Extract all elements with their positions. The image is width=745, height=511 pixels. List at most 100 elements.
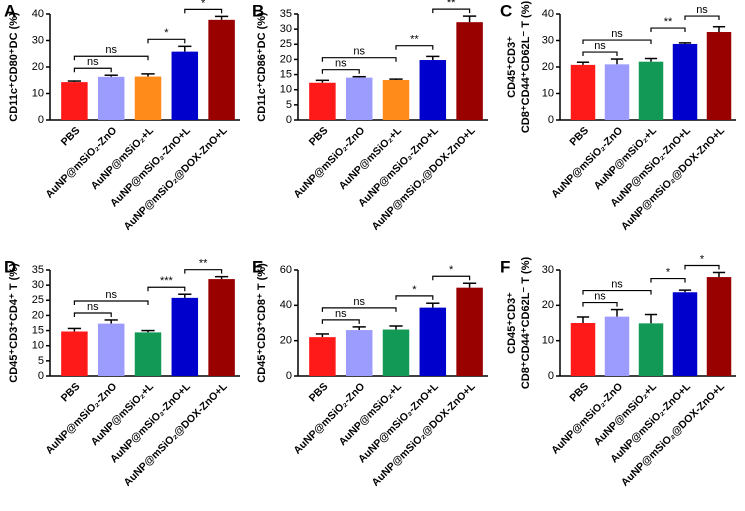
y-tick-label: 10 [32,340,44,352]
significance-label: ns [87,56,99,68]
bar [97,323,125,376]
y-axis-label: CD8⁺CD44⁺CD62L⁻ T (%) [520,256,532,389]
significance-bracket [650,277,686,283]
x-tick-label: AuNP@mSiO₂-ZnO [291,381,367,457]
y-tick-label: 35 [280,8,292,20]
bar [419,60,447,120]
x-tick-label: PBS [307,381,331,405]
y-tick-label: 0 [38,114,44,126]
x-tick-label: AuNP@mSiO₂-ZnO [43,125,119,201]
x-tick-label: PBS [567,125,591,149]
y-tick-label: 20 [32,309,44,321]
y-tick-label: 20 [32,61,44,73]
significance-label: ns [353,296,365,308]
significance-bracket [684,15,720,21]
significance-label: * [700,253,705,265]
bar [706,277,732,376]
bar [171,51,199,120]
bar [97,76,125,120]
bar [672,43,698,120]
y-tick-label: 30 [542,34,554,46]
y-tick-label: 20 [542,299,554,311]
y-axis-label: CD11c⁺CD86⁺DC (%) [256,12,268,122]
bar [706,32,732,120]
significance-bracket [395,45,434,50]
y-tick-label: 40 [542,8,554,20]
y-tick-label: 25 [280,38,292,50]
bar [672,292,698,376]
significance-bracket [395,295,434,300]
x-tick-label: AuNP@mSiO₂+L [592,124,660,192]
significance-label: ns [611,278,623,290]
significance-bracket [147,286,186,292]
significance-label: ns [696,4,708,16]
significance-bracket [432,8,471,14]
significance-bracket [321,69,360,74]
significance-bracket [321,319,360,324]
significance-label: ns [594,290,606,302]
significance-label: * [412,284,417,296]
x-tick-label: AuNP@mSiO₂+L [337,380,405,448]
panel-label: C [500,1,512,20]
x-tick-label: PBS [307,125,331,149]
significance-bracket [432,275,471,281]
significance-bracket [582,301,618,307]
significance-bracket [184,8,223,14]
significance-label: * [666,266,671,278]
y-tick-label: 10 [32,87,44,99]
panel-label: D [4,257,16,276]
significance-bracket [582,51,618,57]
significance-bracket [147,38,186,44]
y-tick-label: 10 [542,335,554,347]
bar [604,64,630,120]
significance-bracket [73,300,149,305]
bar [345,77,373,120]
y-tick-label: 15 [280,68,292,80]
significance-label: *** [160,275,174,287]
y-tick-label: 25 [32,294,44,306]
bar [208,19,235,120]
panel-label: B [252,1,264,20]
y-tick-label: 30 [32,279,44,291]
significance-label: ns [594,40,606,52]
panel-label: F [500,257,510,276]
x-tick-label: AuNP@mSiO₂+L [89,124,157,192]
significance-label: ns [353,46,365,58]
significance-label: ** [447,0,456,9]
bar [604,316,630,376]
y-tick-label: 20 [280,53,292,65]
significance-bracket [321,57,397,62]
bar [345,330,373,376]
y-tick-label: 40 [32,8,44,20]
bar [456,287,483,376]
y-tick-label: 0 [548,370,554,382]
significance-bracket [73,67,112,73]
bar [134,332,162,376]
significance-bracket [184,269,223,274]
y-tick-label: 15 [32,324,44,336]
significance-label: ns [105,289,117,301]
panel-label: A [4,1,16,20]
significance-label: * [201,0,206,9]
x-tick-label: AuNP@mSiO₂+L [337,124,405,192]
significance-label: ns [335,58,347,70]
bar [638,61,664,120]
x-tick-label: PBS [59,381,83,405]
bar [382,80,410,120]
y-tick-label: 40 [280,299,292,311]
significance-label: ns [87,301,99,313]
bar [638,323,664,376]
y-tick-label: 30 [542,264,554,276]
panel-label: E [252,257,263,276]
bar [570,323,596,376]
significance-label: ns [335,308,347,320]
y-axis-label: CD11c⁺CD80⁺DC (%) [8,12,20,122]
bar [570,64,596,120]
y-axis-label: CD8⁺CD44⁺CD62L⁻ T (%) [520,0,532,133]
y-axis-label: CD45⁺CD3⁺ [506,292,518,354]
significance-bracket [582,289,652,295]
significance-label: * [449,264,454,276]
y-tick-label: 30 [280,23,292,35]
significance-label: ** [199,258,208,270]
x-tick-label: AuNP@mSiO₂+L [592,380,660,448]
